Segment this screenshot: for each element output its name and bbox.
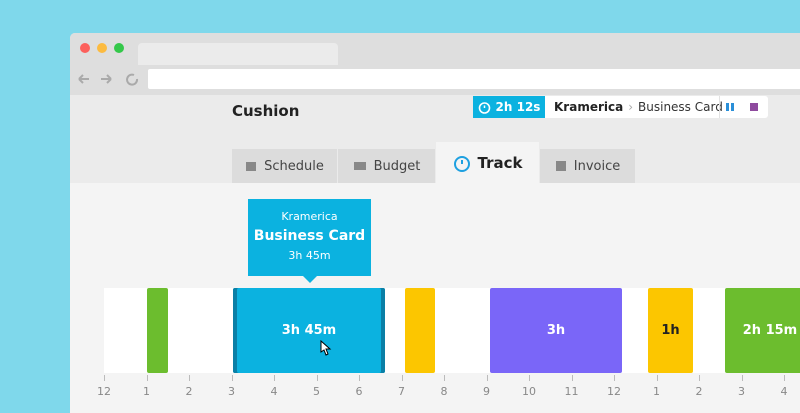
tick-mark (444, 375, 445, 381)
tick-label: 10 (522, 385, 536, 398)
tooltip-client: Kramerica (281, 210, 338, 223)
browser-tab[interactable] (138, 43, 338, 65)
tick-label: 4 (270, 385, 278, 398)
tick-label: 7 (398, 385, 405, 398)
page: Cushion 2h 12s Kramerica › Business Card… (70, 33, 800, 413)
tooltip-project: Business Card (253, 228, 366, 244)
tick-label: 12 (97, 385, 111, 398)
tick-label: 5 (313, 385, 320, 398)
tick-mark (656, 375, 658, 381)
tick-label: 12 (607, 385, 621, 398)
address-bar[interactable] (148, 69, 800, 89)
tick-mark (189, 375, 190, 381)
time-entry[interactable]: 2h 15m (725, 288, 800, 373)
tick-label: 1 (143, 385, 150, 398)
time-entry[interactable] (147, 288, 168, 373)
tab-invoice[interactable]: Invoice (540, 149, 635, 183)
timer-client: Kramerica (554, 100, 624, 114)
tick-mark (529, 375, 530, 381)
stop-button[interactable] (749, 102, 759, 112)
time-entry[interactable]: 3h (490, 288, 622, 373)
tick-mark (401, 375, 403, 381)
tick-mark (146, 375, 148, 381)
tick-label: 11 (564, 385, 579, 398)
time-entry[interactable]: 1h (648, 288, 693, 373)
pause-button[interactable] (725, 102, 735, 112)
tick-mark (104, 375, 105, 381)
tick-mark (316, 375, 318, 381)
timer-elapsed[interactable]: 2h 12s (473, 96, 545, 118)
timeline-row (104, 288, 800, 373)
tab-label: Track (477, 153, 523, 172)
tick-label: 6 (355, 385, 363, 398)
tick-mark (359, 375, 360, 381)
tab-schedule[interactable]: Schedule (232, 149, 337, 183)
tooltip: Kramerica Business Card 3h 45m (248, 199, 371, 276)
nav-buttons[interactable] (76, 71, 142, 87)
tab-label: Schedule (264, 158, 324, 174)
close-button[interactable] (80, 43, 90, 53)
tick-label: 2 (185, 385, 193, 398)
tick-mark (231, 375, 233, 381)
tooltip-arrow (302, 275, 318, 283)
time-entry[interactable] (405, 288, 435, 373)
tick-label: 1 (653, 385, 660, 398)
maximize-button[interactable] (114, 43, 124, 53)
tick-mark (571, 375, 573, 381)
elapsed-text: 2h 12s (495, 100, 541, 114)
app-title: Cushion (232, 102, 300, 120)
tick-label: 3 (228, 385, 235, 398)
tick-mark (699, 375, 700, 381)
tick-label: 3 (738, 385, 745, 398)
tab-track[interactable]: Track (436, 142, 539, 183)
tooltip-duration: 3h 45m (288, 249, 331, 262)
tick-mark (486, 375, 488, 381)
tab-budget[interactable]: Budget (338, 149, 435, 183)
tick-label: 4 (780, 385, 788, 398)
tick-mark (741, 375, 743, 381)
tick-label: 9 (483, 385, 490, 398)
tick-mark (274, 375, 275, 381)
tick-label: 8 (440, 385, 448, 398)
tab-label: Invoice (573, 158, 621, 174)
tick-mark (614, 375, 615, 381)
tick-mark (784, 375, 785, 381)
tick-label: 2 (695, 385, 703, 398)
stopwatch-icon (478, 101, 490, 114)
cursor (320, 340, 332, 356)
minimize-button[interactable] (97, 43, 107, 53)
timer-panel: Kramerica › Business Card (545, 96, 768, 118)
timer-project: Business Card (638, 100, 723, 114)
separator: › (628, 100, 634, 114)
time-entry[interactable]: 3h 45m (233, 288, 385, 373)
tab-label: Budget (373, 158, 421, 174)
